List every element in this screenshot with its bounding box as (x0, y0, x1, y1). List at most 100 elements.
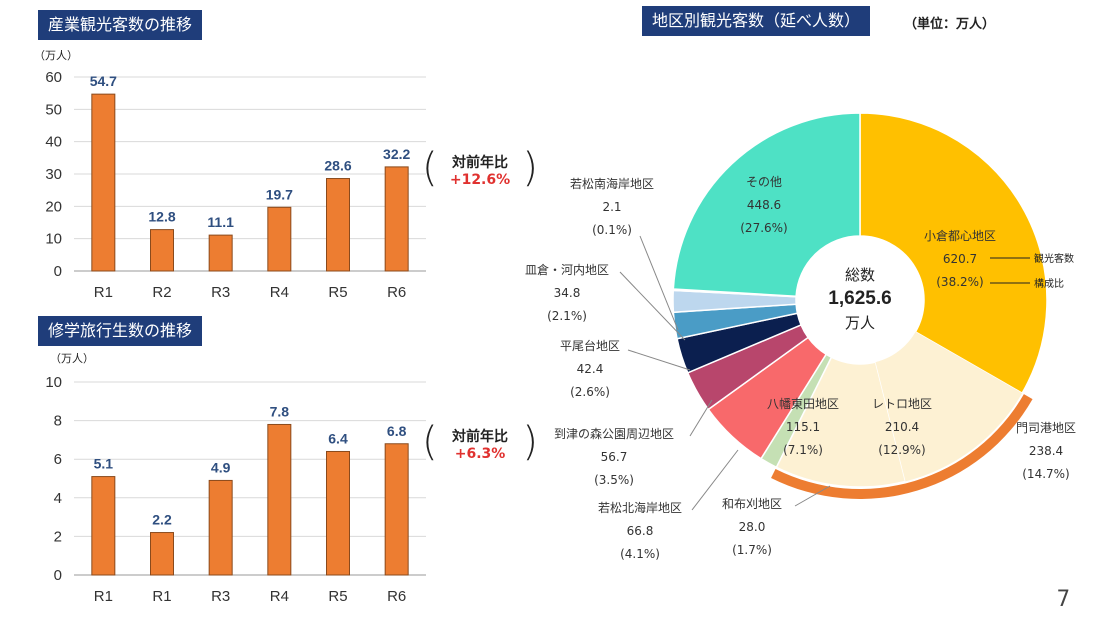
pie-label: 210.4 (885, 420, 919, 434)
pie-label: レトロ地区 (872, 397, 932, 411)
leader-line (794, 485, 831, 507)
pie-center (796, 236, 924, 364)
chart1-unit: （万人） (34, 49, 78, 62)
pie-label: 2.1 (602, 200, 621, 214)
y-tick-label: 6 (54, 451, 62, 468)
bar (91, 476, 116, 576)
left-paren: ( (422, 419, 438, 465)
bar (326, 450, 350, 576)
pie-label: (12.9%) (878, 443, 925, 457)
bar (384, 443, 409, 576)
leader-line (627, 349, 691, 371)
pie-label: (2.1%) (547, 309, 587, 323)
x-tick-label: R4 (270, 284, 289, 301)
comparison-value: +12.6% (449, 172, 511, 188)
x-tick-label: R3 (211, 588, 230, 605)
bar (208, 479, 233, 576)
y-tick-label: 50 (45, 101, 62, 118)
bar-chart-industrial-tourism: 0 10 20 30 40 50 60 54.7 R1 12.8 R2 11.1 R3 19.7 R4 28.… (45, 69, 426, 301)
pie-label: (3.5%) (594, 473, 634, 487)
bar-value-label: 28.6 (324, 158, 351, 174)
pie-label: (2.6%) (570, 385, 610, 399)
pie-label: 八幡東田地区 (767, 396, 839, 411)
bar-value-label: 11.1 (207, 214, 234, 230)
chart2-title: 修学旅行生数の推移 (38, 316, 203, 346)
bar (384, 166, 409, 272)
pie-label: 平尾台地区 (560, 338, 620, 353)
pie-label: 皿倉・河内地区 (525, 262, 609, 277)
x-tick-label: R2 (152, 284, 171, 301)
note-ratio: 構成比 (1034, 277, 1064, 290)
x-tick-label: R6 (387, 284, 406, 301)
x-tick-label: R5 (328, 284, 347, 301)
right-paren: ) (522, 145, 538, 191)
bar (150, 229, 174, 272)
pie-center-unit: 万人 (845, 314, 875, 332)
y-tick-label: 40 (45, 134, 62, 151)
bar-value-label: 12.8 (148, 209, 175, 225)
x-tick-label: R5 (328, 588, 347, 605)
y-tick-label: 10 (45, 231, 62, 248)
bar-value-label: 5.1 (94, 456, 114, 472)
pie-label: 115.1 (786, 420, 820, 434)
bar-value-label: 32.2 (383, 146, 410, 162)
pie-center-label: 総数 (845, 266, 875, 284)
pie-label: (27.6%) (740, 221, 787, 235)
pie-label: (14.7%) (1022, 467, 1069, 481)
bar-value-label: 54.7 (90, 73, 117, 89)
bar-value-label: 2.2 (152, 512, 172, 528)
pie-label: 到津の森公園周辺地区 (554, 426, 674, 441)
pie-label: 若松南海岸地区 (570, 176, 654, 191)
pie-label: 和布刈地区 (722, 497, 782, 511)
chart2-unit: （万人） (50, 352, 94, 365)
pie-label: 若松北海岸地区 (598, 500, 682, 515)
x-tick-label: R4 (270, 588, 289, 605)
leader-line (639, 235, 679, 331)
pie-label: 448.6 (747, 198, 781, 212)
bar (150, 532, 174, 576)
bar (267, 423, 292, 576)
y-tick-label: 10 (45, 374, 62, 391)
pie-label: (7.1%) (783, 443, 823, 457)
pie-label: (4.1%) (620, 547, 660, 561)
x-tick-label: R6 (387, 588, 406, 605)
y-tick-label: 8 (54, 413, 62, 430)
pie-label: (1.7%) (732, 543, 772, 557)
pie-center-total: 1,625.6 (828, 288, 891, 309)
pie-label: 34.8 (554, 286, 581, 300)
bar-value-label: 6.4 (328, 430, 348, 446)
leader-line (619, 271, 686, 341)
leader-line (689, 399, 713, 437)
right-paren: ) (522, 419, 538, 465)
y-tick-label: 30 (45, 166, 62, 183)
pie-slice (875, 331, 1023, 482)
x-tick-label: R1 (94, 588, 113, 605)
pie-label: (0.1%) (592, 223, 632, 237)
pie-chart-district: 総数 1,625.6 万人 小倉都心地区 620.7 (38.2%) 門司港地区 238.4 (… (525, 112, 1076, 561)
pie-label: 56.7 (601, 450, 628, 464)
y-tick-label: 20 (45, 198, 62, 215)
y-tick-label: 60 (45, 69, 62, 86)
x-tick-label: R3 (211, 284, 230, 301)
x-tick-label: R1 (94, 284, 113, 301)
pie-label: 620.7 (943, 252, 977, 266)
pie-label: 66.8 (627, 524, 654, 538)
y-tick-label: 4 (54, 490, 62, 507)
bar-value-label: 19.7 (266, 186, 293, 202)
bar-value-label: 7.8 (270, 403, 290, 419)
chart2-comparison: ( 対前年比 +6.3% ) (422, 422, 538, 468)
chart1-comparison: ( 対前年比 +12.6% ) (422, 148, 538, 194)
chart3-title: 地区別観光客数（延べ人数） (642, 6, 871, 36)
bar-value-label: 4.9 (211, 459, 231, 475)
bar (267, 206, 292, 272)
pie-slice-outer-band (771, 394, 1033, 499)
bar (91, 93, 116, 272)
y-tick-label: 0 (54, 567, 62, 584)
x-tick-label: R1 (152, 588, 171, 605)
bar (208, 234, 233, 272)
bar-chart-school-trips: 0 2 4 6 8 10 5.1 R1 2.2 R1 4.9 R3 7.8 R4 6.4 R5 6.8 R6 (45, 374, 426, 605)
comparison-label: 対前年比 (452, 429, 508, 445)
page-number: 7 (1056, 587, 1070, 612)
pie-label: 42.4 (577, 362, 604, 376)
